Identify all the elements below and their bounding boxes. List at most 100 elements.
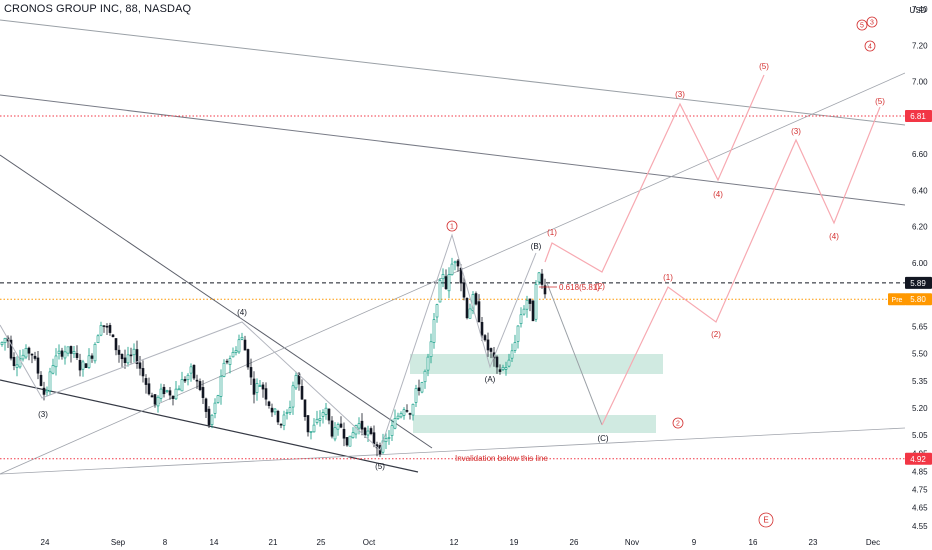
candle-body: [333, 427, 337, 440]
time-tick-label: 16: [749, 538, 758, 547]
candle-body: [471, 294, 475, 311]
demand-zone-upper: [410, 354, 663, 374]
wave-label-circle: [758, 512, 774, 528]
candle-body: [399, 413, 403, 418]
candle-body: [357, 423, 361, 429]
candle-body: [297, 373, 301, 385]
candle-body: [528, 298, 532, 304]
wave-label-red: (3): [675, 90, 685, 99]
wave-label-circle: [672, 417, 684, 429]
wave-label-circle: [864, 40, 876, 52]
candle-body: [99, 325, 103, 336]
candle-body: [183, 379, 187, 382]
wave-label-red: 1: [450, 224, 454, 231]
candle-body: [81, 361, 85, 370]
candle-body: [93, 343, 97, 362]
candle-body: [270, 407, 274, 413]
price-tick-label: 6.20: [912, 223, 928, 232]
candle-body: [168, 390, 172, 396]
candle-body: [120, 354, 124, 360]
candle-body: [27, 347, 31, 354]
candle-body: [483, 335, 487, 341]
wave-label-red: (1): [663, 273, 673, 282]
candle-body: [459, 267, 463, 284]
candle-body: [537, 272, 541, 283]
wave-label: (5): [375, 462, 385, 471]
wave-label-red: 4: [868, 44, 872, 51]
candle-body: [144, 378, 148, 385]
candle-body: [447, 274, 451, 292]
candle-body: [261, 384, 265, 390]
candle-body: [360, 420, 364, 430]
candle-body: [450, 263, 454, 276]
demand-zone-lower: [413, 415, 656, 433]
candle-body: [69, 346, 73, 354]
candle-body: [366, 430, 370, 436]
candle-body: [96, 335, 100, 344]
resistance-price-tag-bg: [905, 110, 932, 123]
candle-body: [123, 357, 127, 363]
price-tick-label: 5.50: [912, 350, 928, 359]
invalidation-price-tag: 4.92: [910, 455, 926, 464]
wave-label-circle: [856, 19, 868, 31]
candle-body: [150, 395, 154, 398]
symbol-title: CRONOS GROUP INC, 88, NASDAQ: [4, 3, 192, 15]
candle-body: [510, 350, 514, 359]
candle-body: [540, 273, 544, 285]
price-tick-label: 6.60: [912, 150, 928, 159]
time-tick-label: 14: [210, 538, 219, 547]
wave-label-circle: [446, 220, 458, 232]
candle-body: [102, 325, 106, 327]
candle-body: [174, 388, 178, 400]
candle-body: [342, 428, 346, 439]
price-tick-label: 4.55: [912, 522, 928, 531]
trend-line-base: [0, 427, 906, 475]
time-tick-label: 8: [163, 538, 168, 547]
candle-body: [369, 428, 373, 434]
candle-body: [87, 355, 91, 368]
time-tick-label: 19: [510, 538, 519, 547]
candle-body: [138, 362, 142, 369]
candle-body: [177, 388, 181, 391]
candle-body: [84, 363, 88, 368]
candle-body: [219, 375, 223, 397]
wave-label-circle: [866, 16, 878, 28]
candle-body: [444, 276, 448, 290]
candle-body: [486, 339, 490, 351]
candle-body: [321, 412, 325, 417]
candle-body: [402, 409, 406, 416]
current-price-tag-bg: [905, 276, 932, 289]
price-tick-label: 7.00: [912, 78, 928, 87]
invalidation-label: Invalidation below this line: [455, 454, 548, 463]
candle-body: [411, 403, 415, 416]
candle-body: [426, 356, 430, 371]
projection-path-primary: [544, 74, 765, 273]
price-tick-label: 4.75: [912, 486, 928, 495]
candle-body: [474, 293, 478, 305]
candle-body: [462, 282, 466, 298]
candle-body: [405, 410, 409, 412]
candle-body: [195, 379, 199, 382]
candle-body: [180, 379, 184, 392]
premarket-tag-bg: [888, 293, 906, 306]
candle-body: [264, 388, 268, 400]
candle-body: [465, 298, 469, 319]
candle-body: [294, 375, 298, 389]
candle-body: [249, 367, 253, 378]
time-tick-label: 25: [317, 538, 326, 547]
candle-body: [387, 437, 391, 439]
candle-body: [228, 358, 232, 365]
candle-body: [57, 350, 61, 354]
candle-body: [3, 338, 7, 343]
candle-body: [390, 425, 394, 436]
candle-body: [291, 385, 295, 408]
candle-body: [312, 424, 316, 433]
candle-body: [36, 357, 40, 374]
candle-body: [216, 395, 220, 403]
premarket-price-bg: [905, 293, 932, 306]
wave-label-red: (2): [711, 330, 721, 339]
candle-body: [213, 402, 217, 414]
candle-body: [48, 371, 52, 392]
candle-body: [243, 339, 247, 351]
